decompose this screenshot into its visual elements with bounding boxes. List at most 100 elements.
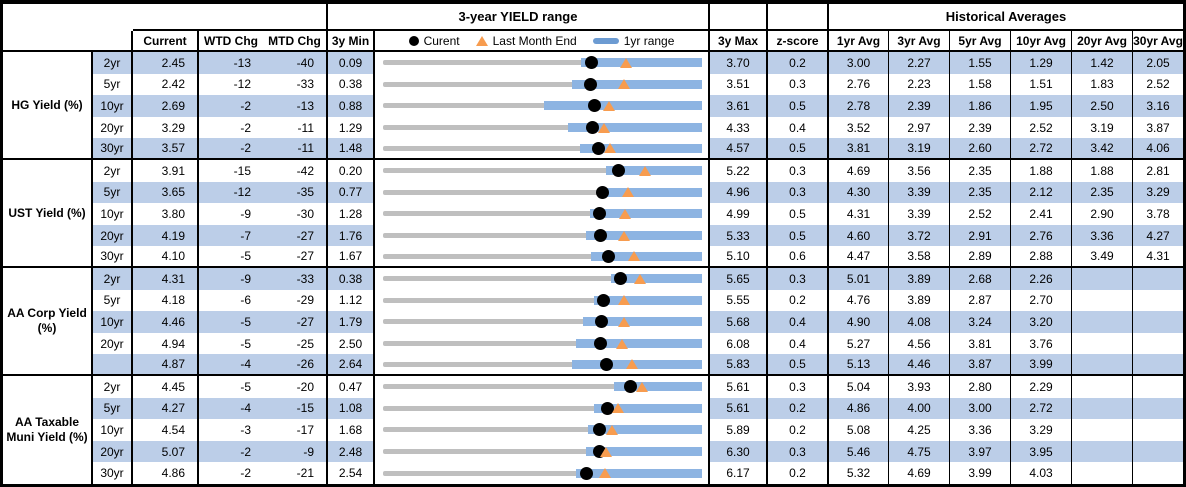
avg-value: 5.01 xyxy=(829,268,889,290)
avg-value: 1.51 xyxy=(1011,73,1072,96)
last-month-end-marker xyxy=(634,273,647,284)
col-header-3y-max: 3y Max xyxy=(710,31,768,52)
range-bar-1yr xyxy=(585,231,702,241)
avg-value: 3.39 xyxy=(889,181,950,204)
last-month-end-marker xyxy=(638,165,651,176)
avg-value xyxy=(1133,419,1183,441)
range-bar-1yr xyxy=(597,187,702,197)
avg-value: 4.69 xyxy=(889,462,950,484)
avg-value xyxy=(1072,376,1133,398)
avg-value: 2.35 xyxy=(950,160,1011,182)
wtd-chg-value: -13 xyxy=(199,52,263,74)
current-dot xyxy=(595,185,609,199)
range-bar-1yr xyxy=(606,166,702,176)
range-bar-1yr xyxy=(567,123,702,133)
tenor-cell: 5yr xyxy=(93,73,133,96)
legend-current-item: Curent xyxy=(408,34,460,48)
current-value: 3.29 xyxy=(133,116,199,139)
range-bar-1yr xyxy=(611,274,702,284)
max-3y-value: 5.10 xyxy=(710,246,768,268)
avg-value xyxy=(1133,333,1183,355)
avg-value: 2.87 xyxy=(950,289,1011,312)
z-score-value: 0.3 xyxy=(768,440,829,463)
range-bar-1yr xyxy=(585,447,702,457)
avg-value: 3.56 xyxy=(889,160,950,182)
range-chart-cell xyxy=(375,181,710,204)
z-score-value: 0.2 xyxy=(768,289,829,312)
z-score-value: 0.4 xyxy=(768,116,829,139)
max-3y-value: 5.33 xyxy=(710,224,768,247)
range-chart xyxy=(383,354,702,374)
avg-value xyxy=(1133,354,1183,376)
range-chart xyxy=(383,398,702,420)
current-dot xyxy=(595,315,609,329)
last-month-end-marker xyxy=(627,251,640,262)
col-header-10yr-avg: 10yr Avg xyxy=(1011,31,1072,52)
range-chart-cell xyxy=(375,224,710,247)
z-score-value: 0.5 xyxy=(768,95,829,117)
avg-value: 4.30 xyxy=(829,181,889,204)
range-chart xyxy=(383,268,702,290)
range-bar-1yr xyxy=(580,58,702,68)
wtd-chg-value: -5 xyxy=(240,336,251,351)
z-score-value: 0.3 xyxy=(768,73,829,96)
avg-value xyxy=(1072,419,1133,441)
legend-lme-label: Last Month End xyxy=(492,33,577,48)
avg-value: 2.39 xyxy=(889,95,950,117)
avg-value: 1.88 xyxy=(1011,160,1072,182)
tenor-cell: 30yr xyxy=(93,138,133,160)
avg-value: 2.76 xyxy=(1011,224,1072,247)
avg-value: 1.58 xyxy=(950,73,1011,96)
avg-value: 2.35 xyxy=(1072,181,1133,204)
range-chart-cell xyxy=(375,160,710,182)
min-3y-value: 1.08 xyxy=(328,397,375,420)
mtd-chg-value: -29 xyxy=(263,289,328,312)
avg-value xyxy=(1133,311,1183,333)
col-header-1yr-avg: 1yr Avg xyxy=(829,31,889,52)
range-chart xyxy=(383,74,702,96)
avg-value: 2.26 xyxy=(1011,268,1072,290)
range-bar-1yr xyxy=(544,101,702,111)
avg-value: 2.81 xyxy=(1146,163,1170,178)
current-value: 4.46 xyxy=(133,311,199,333)
range-chart-cell xyxy=(375,397,710,420)
mtd-chg-value: -17 xyxy=(263,419,328,441)
current-value: 3.91 xyxy=(133,160,199,182)
track-3yr xyxy=(383,81,702,87)
avg-value: 2.60 xyxy=(950,138,1011,160)
top-spacer-zscore xyxy=(768,4,829,31)
current-dot xyxy=(580,466,594,480)
current-value: 2.42 xyxy=(133,73,199,96)
min-3y-value: 0.77 xyxy=(328,181,375,204)
range-chart-cell xyxy=(375,462,710,484)
avg-value: 4.60 xyxy=(829,224,889,247)
range-chart-cell xyxy=(375,440,710,463)
max-3y-value: 4.33 xyxy=(710,116,768,139)
avg-value: 3.36 xyxy=(1072,224,1133,247)
avg-value: 4.03 xyxy=(1011,462,1072,484)
range-chart xyxy=(383,95,702,117)
avg-value: 3.20 xyxy=(1011,311,1072,333)
range-chart xyxy=(383,290,702,312)
avg-value: 3.78 xyxy=(1146,206,1170,221)
mtd-chg-value: -27 xyxy=(263,246,328,268)
avg-value: 4.00 xyxy=(889,397,950,420)
avg-value: 3.81 xyxy=(829,138,889,160)
current-dot xyxy=(612,164,626,178)
avg-value: 3.19 xyxy=(1072,116,1133,139)
group-label: AA Taxable Muni Yield (%) xyxy=(3,376,93,484)
last-month-end-marker xyxy=(611,403,624,414)
mtd-chg-value: -9 xyxy=(263,440,328,463)
track-3yr xyxy=(383,470,702,476)
avg-value: 2.05 xyxy=(1133,52,1183,74)
track-3yr xyxy=(383,297,702,303)
range-bar-1yr xyxy=(583,317,702,327)
range-chart xyxy=(383,182,702,204)
current-value: 4.45 xyxy=(133,376,199,398)
avg-value: 2.78 xyxy=(829,95,889,117)
min-3y-value: 2.48 xyxy=(328,440,375,463)
z-score-value: 0.3 xyxy=(768,268,829,290)
tenor-cell: 5yr xyxy=(93,181,133,204)
avg-value: 5.08 xyxy=(829,419,889,441)
